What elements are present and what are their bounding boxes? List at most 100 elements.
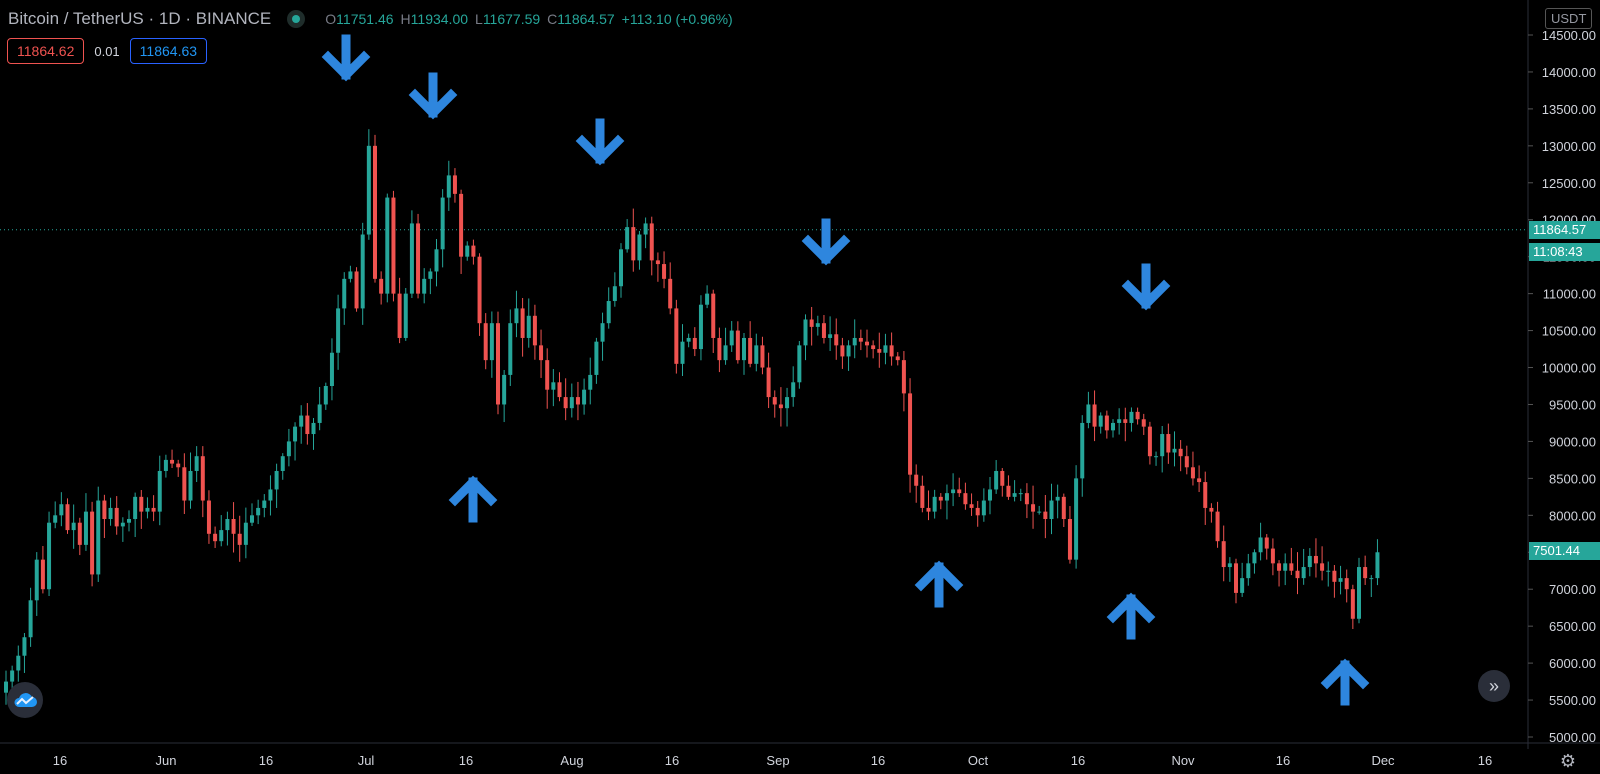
candle-body bbox=[717, 337, 722, 361]
time-tick-label: 16 bbox=[259, 753, 273, 768]
time-tick-label: 16 bbox=[1276, 753, 1290, 768]
candle-body bbox=[557, 382, 562, 398]
candle-body bbox=[631, 227, 636, 261]
candle-body bbox=[705, 293, 710, 305]
candle-body bbox=[96, 500, 101, 575]
candle-body bbox=[1258, 537, 1263, 553]
buy-button[interactable]: 11864.63 bbox=[129, 38, 208, 64]
time-tick-label: Nov bbox=[1171, 753, 1195, 768]
candle-body bbox=[791, 382, 796, 398]
candle-body bbox=[1203, 482, 1208, 508]
candle-body bbox=[1277, 563, 1282, 571]
candle-body bbox=[748, 337, 753, 364]
candle-body bbox=[40, 559, 45, 590]
candle-body bbox=[77, 522, 82, 545]
candle-body bbox=[877, 349, 882, 353]
candle-body bbox=[409, 223, 414, 294]
candle-body bbox=[895, 356, 900, 361]
candles-group bbox=[4, 129, 1380, 705]
candle-body bbox=[219, 530, 224, 542]
candle-body bbox=[926, 507, 931, 512]
candle-body bbox=[489, 323, 494, 361]
price-tick-label: 12500.00 bbox=[1542, 176, 1596, 191]
price-tick-label: 10000.00 bbox=[1542, 361, 1596, 376]
candle-body bbox=[28, 600, 33, 638]
candle-body bbox=[994, 470, 999, 490]
arrow-up-icon bbox=[1320, 658, 1370, 706]
candle-body bbox=[963, 493, 968, 505]
candle-body bbox=[1264, 537, 1269, 549]
candle-body bbox=[803, 319, 808, 346]
candle-body bbox=[127, 519, 131, 523]
candle-body bbox=[625, 227, 630, 250]
candle-body bbox=[373, 145, 377, 279]
candle-body bbox=[428, 271, 433, 279]
candle-body bbox=[932, 496, 937, 512]
arrow-down-icon bbox=[575, 118, 625, 166]
candle-body bbox=[1172, 448, 1177, 453]
sell-button[interactable]: 11864.62 bbox=[7, 38, 85, 64]
candle-body bbox=[1061, 496, 1066, 520]
candle-body bbox=[1178, 448, 1183, 457]
candle-body bbox=[944, 493, 949, 501]
cloud-logo-icon[interactable] bbox=[7, 682, 43, 718]
candle-body bbox=[477, 256, 482, 324]
candle-body bbox=[329, 352, 334, 386]
candle-body bbox=[778, 404, 783, 409]
candle-body bbox=[1350, 589, 1355, 619]
candle-body bbox=[440, 197, 445, 250]
candle-body bbox=[465, 245, 470, 257]
candle-body bbox=[619, 249, 623, 287]
currency-button[interactable]: USDT bbox=[1545, 8, 1593, 29]
candle-body bbox=[901, 360, 906, 394]
candle-body bbox=[59, 504, 64, 516]
price-tick-label: 6000.00 bbox=[1549, 656, 1596, 671]
arrow-down-icon bbox=[408, 72, 458, 120]
price-tick-label: 8000.00 bbox=[1549, 508, 1596, 523]
candle-body bbox=[496, 323, 500, 405]
time-tick-label: Jul bbox=[358, 753, 375, 768]
gear-icon[interactable]: ⚙ bbox=[1559, 750, 1577, 771]
candle-body bbox=[434, 249, 439, 272]
symbol-title[interactable]: Bitcoin / TetherUS · 1D · BINANCE bbox=[8, 9, 272, 28]
candle-body bbox=[1000, 470, 1005, 486]
candle-body bbox=[1283, 563, 1288, 571]
price-tick-label: 6500.00 bbox=[1549, 619, 1596, 634]
candle-body bbox=[1227, 563, 1232, 568]
candle-body bbox=[815, 323, 820, 327]
time-tick-label: 16 bbox=[665, 753, 679, 768]
candle-body bbox=[1307, 555, 1312, 568]
candle-body bbox=[10, 670, 15, 682]
candle-body bbox=[354, 271, 359, 309]
candle-body bbox=[766, 367, 771, 398]
candle-body bbox=[225, 519, 230, 531]
candle-body bbox=[170, 459, 175, 464]
candle-body bbox=[1246, 563, 1251, 579]
candle-body bbox=[539, 345, 544, 361]
candle-body bbox=[606, 301, 611, 324]
candle-body bbox=[151, 507, 156, 512]
arrow-down-icon bbox=[321, 34, 371, 82]
candle-body bbox=[668, 278, 673, 309]
candle-body bbox=[237, 533, 242, 545]
spread-value: 0.01 bbox=[94, 43, 120, 59]
scroll-to-realtime-button[interactable]: » bbox=[1478, 670, 1510, 702]
candle-body bbox=[71, 522, 76, 531]
close-label: C bbox=[547, 11, 558, 27]
candle-body bbox=[840, 345, 845, 357]
candle-body bbox=[280, 456, 285, 471]
close-value: 11864.57 bbox=[557, 11, 615, 27]
candle-body bbox=[821, 323, 826, 338]
candle-body bbox=[920, 485, 925, 508]
candle-body bbox=[582, 389, 587, 405]
candle-body bbox=[514, 308, 519, 324]
candle-body bbox=[834, 334, 839, 346]
candle-body bbox=[692, 337, 697, 350]
candle-body bbox=[852, 337, 857, 346]
candle-body bbox=[1209, 507, 1214, 512]
candle-body bbox=[274, 470, 279, 490]
cloud-icon bbox=[14, 693, 37, 707]
candle-body bbox=[680, 341, 685, 364]
candle-body bbox=[908, 393, 913, 475]
